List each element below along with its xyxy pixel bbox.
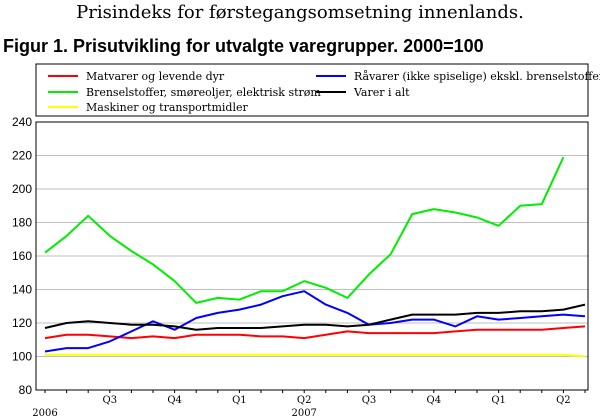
y-tick-label: 180 xyxy=(12,216,32,230)
legend: Matvarer og levende dyr Brenselstoffer, s… xyxy=(48,70,600,114)
legend-label: Matvarer og levende dyr xyxy=(86,70,225,83)
y-tick-label: 100 xyxy=(12,350,32,364)
axes-labels: 80 100 120 140 160 180 200 220 240 Q3 Q4 Q1 Q2 Q3 Q4 Q1… xyxy=(12,115,586,419)
x-quarter-label: Q2 xyxy=(556,395,571,406)
y-tick-label: 200 xyxy=(12,182,32,196)
series-line xyxy=(44,156,565,304)
legend-label: Råvarer (ikke spiselige) ekskl. brensels… xyxy=(354,70,600,83)
y-tick-label: 80 xyxy=(19,383,33,397)
gridlines xyxy=(36,155,588,357)
plot-frame xyxy=(35,121,589,391)
y-tick-label: 140 xyxy=(12,283,32,297)
x-quarter-label: Q4 xyxy=(167,395,182,406)
chart-title: Figur 1. Prisutvikling for utvalgte vare… xyxy=(3,36,484,56)
x-quarter-label: Q1 xyxy=(491,395,506,406)
x-quarter-label: Q4 xyxy=(427,395,442,406)
series-line xyxy=(45,353,586,358)
y-tick-label: 220 xyxy=(12,149,32,163)
y-tick-label: 160 xyxy=(12,249,32,263)
series-lines xyxy=(44,156,586,358)
x-year-label: 2007 xyxy=(291,408,316,419)
page-header: Prisindeks for førstegangsomsetning inne… xyxy=(76,2,524,23)
x-quarter-label: Q3 xyxy=(103,395,118,406)
y-tick-label: 240 xyxy=(12,115,32,129)
x-year-label: 2006 xyxy=(32,408,57,419)
legend-box xyxy=(35,63,589,117)
series-line xyxy=(44,325,586,340)
x-quarter-label: Q1 xyxy=(232,395,247,406)
legend-label: Varer i alt xyxy=(353,86,410,99)
y-tick-label: 120 xyxy=(12,316,32,330)
series-line xyxy=(44,303,586,331)
x-quarter-label: Q3 xyxy=(362,395,377,406)
x-quarter-label: Q2 xyxy=(297,395,312,406)
series-line xyxy=(44,290,586,353)
legend-label: Brenselstoffer, smøreoljer, elektrisk st… xyxy=(86,86,321,99)
legend-label: Maskiner og transportmidler xyxy=(86,101,248,114)
